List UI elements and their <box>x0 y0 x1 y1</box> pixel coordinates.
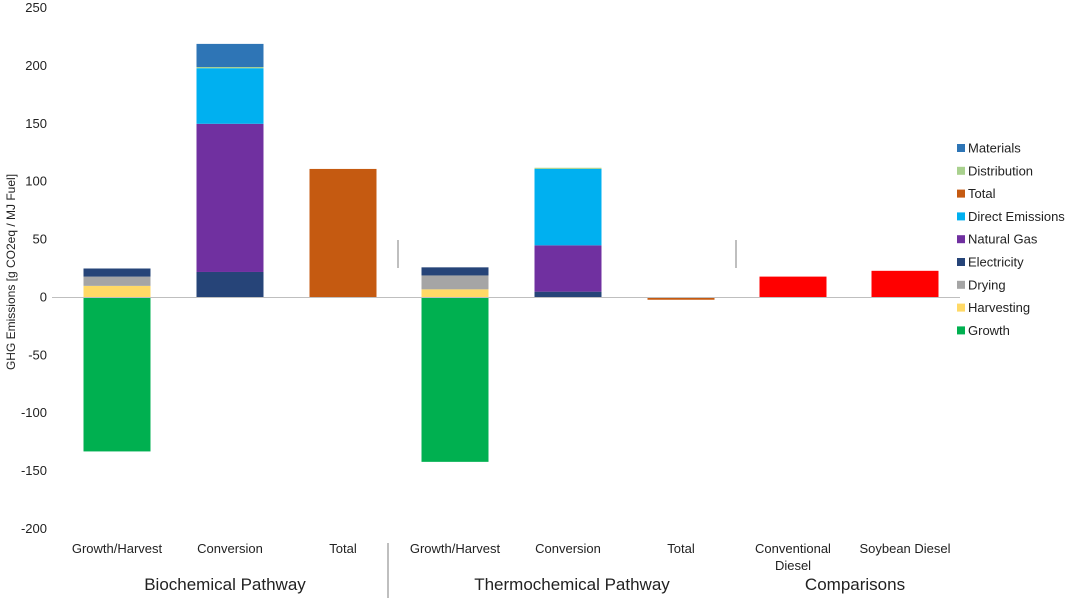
legend-swatch <box>957 235 965 244</box>
category-label: Conversion <box>535 541 601 556</box>
legend-label: Direct Emissions <box>968 209 1065 224</box>
legend: Materials Distribution Total Direct Emissio… <box>957 141 1065 338</box>
y-tick-label: 50 <box>33 232 47 247</box>
bar-segment-electricity <box>534 291 602 298</box>
group-label: Biochemical Pathway <box>144 575 306 594</box>
group-labels: Biochemical Pathway Thermochemical Pathwa… <box>144 575 905 594</box>
category-label: Total <box>329 541 357 556</box>
category-label: Conventional Diesel <box>755 541 831 573</box>
bar-segment-drying <box>83 276 151 286</box>
bars <box>83 43 939 462</box>
category-label: Soybean Diesel <box>859 541 950 556</box>
bar-segment-comparison <box>871 270 939 298</box>
bar-segment-direct-emissions <box>196 68 264 124</box>
bar-segment-total <box>309 168 377 298</box>
bar-segment-harvesting <box>83 285 151 298</box>
bar-segment-comparison <box>759 276 827 298</box>
group-label: Thermochemical Pathway <box>474 575 670 594</box>
y-tick-label: 0 <box>40 289 47 304</box>
category-label: Growth/Harvest <box>410 541 501 556</box>
y-axis: -200 -150 -100 -50 0 50 100 150 200 250 <box>21 0 47 536</box>
bar-segment-harvesting <box>421 289 489 298</box>
bar-segment-distribution <box>534 167 602 169</box>
bar-segment-electricity <box>196 271 264 298</box>
y-tick-label: -50 <box>28 347 47 362</box>
y-tick-label: -150 <box>21 463 47 478</box>
bar-segment-growth <box>421 297 489 462</box>
y-tick-label: -100 <box>21 405 47 420</box>
legend-label: Electricity <box>968 255 1024 270</box>
bar-segment-total <box>647 297 715 300</box>
bar-segment-growth <box>83 297 151 452</box>
legend-swatch <box>957 144 965 152</box>
group-separators <box>387 240 737 598</box>
legend-swatch <box>957 258 965 266</box>
legend-label: Distribution <box>968 163 1033 178</box>
legend-swatch <box>957 212 965 221</box>
legend-label: Growth <box>968 323 1010 338</box>
category-label: Conversion <box>197 541 263 556</box>
group-label: Comparisons <box>805 575 905 594</box>
y-tick-label: 200 <box>25 58 47 73</box>
bar-segment-distribution <box>196 67 264 69</box>
legend-label: Materials <box>968 141 1021 156</box>
bar-segment-direct-emissions <box>534 168 602 246</box>
legend-swatch <box>957 189 965 198</box>
category-labels: Growth/Harvest Conversion Total Growth/Harv… <box>72 541 951 573</box>
legend-label: Drying <box>968 277 1006 292</box>
bar-segment-materials <box>196 43 264 68</box>
y-tick-label: 100 <box>25 174 47 189</box>
category-label: Total <box>667 541 695 556</box>
legend-label: Total <box>968 186 996 201</box>
legend-swatch <box>957 166 965 175</box>
bar-segment-electricity <box>421 267 489 276</box>
legend-swatch <box>957 280 965 289</box>
bar-segment-drying <box>421 275 489 290</box>
y-axis-label: GHG Emissions [g CO2eq / MJ Fuel] <box>4 174 18 370</box>
legend-label: Natural Gas <box>968 232 1038 247</box>
y-tick-label: -200 <box>21 521 47 536</box>
category-label: Growth/Harvest <box>72 541 163 556</box>
legend-swatch <box>957 303 965 312</box>
bar-segment-natural-gas <box>534 245 602 292</box>
bar-segment-natural-gas <box>196 123 264 272</box>
legend-swatch <box>957 326 965 335</box>
bar-segment-electricity <box>83 268 151 277</box>
y-tick-label: 250 <box>25 0 47 15</box>
y-tick-label: 150 <box>25 116 47 131</box>
legend-label: Harvesting <box>968 300 1030 315</box>
